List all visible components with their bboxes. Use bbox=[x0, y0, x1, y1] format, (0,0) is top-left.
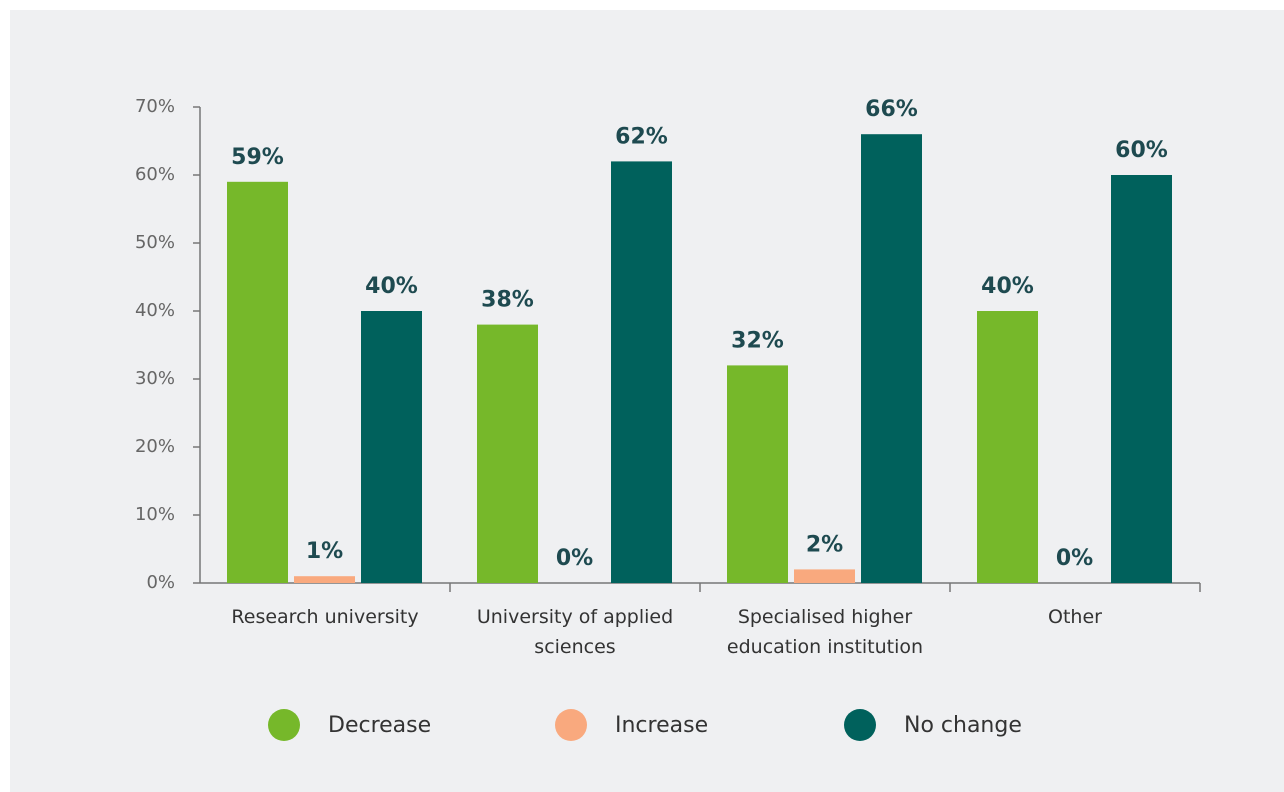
data-label: 40% bbox=[365, 274, 418, 299]
bar bbox=[227, 181, 288, 584]
bar bbox=[727, 365, 788, 583]
data-label: 0% bbox=[1056, 546, 1093, 571]
y-tick-label: 70% bbox=[135, 96, 175, 117]
bar bbox=[361, 311, 422, 583]
bar bbox=[294, 576, 355, 583]
data-label: 40% bbox=[981, 274, 1034, 299]
legend-label: Decrease bbox=[328, 713, 431, 738]
y-tick-label: 10% bbox=[135, 504, 175, 525]
data-label: 38% bbox=[481, 288, 534, 313]
data-label: 32% bbox=[731, 328, 784, 353]
y-tick-label: 30% bbox=[135, 368, 175, 389]
y-tick-label: 60% bbox=[135, 164, 175, 185]
data-label: 59% bbox=[231, 145, 284, 170]
legend-label: Increase bbox=[615, 713, 708, 738]
y-tick-label: 50% bbox=[135, 232, 175, 253]
data-label: 1% bbox=[306, 539, 343, 564]
data-label: 66% bbox=[865, 97, 918, 122]
x-tick-label: University of applied sciences bbox=[476, 606, 674, 658]
legend-marker bbox=[268, 709, 300, 741]
y-tick-label: 0% bbox=[146, 572, 175, 593]
legend-label: No change bbox=[904, 713, 1022, 738]
bar bbox=[977, 311, 1038, 583]
data-label: 2% bbox=[806, 532, 843, 557]
x-tick-label: Specialised higher education institution bbox=[726, 606, 924, 658]
y-tick-label: 20% bbox=[135, 436, 175, 457]
bar bbox=[611, 161, 672, 583]
x-tick-label: Other bbox=[1048, 606, 1102, 628]
data-label: 60% bbox=[1115, 138, 1168, 163]
x-tick-label: Research university bbox=[231, 606, 419, 628]
bar bbox=[1111, 175, 1172, 583]
data-label: 0% bbox=[556, 546, 593, 571]
bar bbox=[861, 134, 922, 583]
y-tick-label: 40% bbox=[135, 300, 175, 321]
bar bbox=[477, 324, 538, 583]
bar bbox=[794, 569, 855, 583]
legend-marker bbox=[844, 709, 876, 741]
legend-marker bbox=[555, 709, 587, 741]
data-label: 62% bbox=[615, 124, 668, 149]
